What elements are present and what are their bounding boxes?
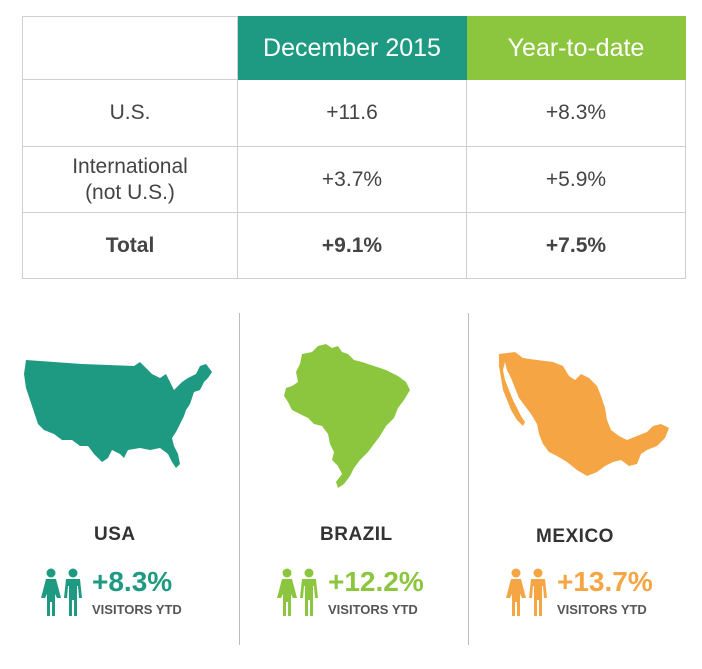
cell-international-ytd: +5.9% [466, 146, 686, 213]
visitors-people-icon [41, 568, 82, 616]
country-name-mexico: MEXICO [536, 526, 614, 547]
row-label-text: U.S. [109, 101, 151, 124]
row-label-us: U.S. [22, 79, 238, 147]
panel-divider [239, 313, 240, 645]
visitors-ytd-caption: VISITORS YTD [92, 602, 182, 617]
visitor-growth-table: December 2015 Year-to-date U.S. +11.6 +8… [22, 16, 686, 279]
visitors-people-icon [277, 568, 318, 616]
brazil-map-icon [284, 344, 410, 488]
row-label-text: International [72, 154, 188, 178]
mexico-map-icon [499, 352, 669, 476]
table-row: U.S. +11.6 +8.3% [22, 79, 686, 147]
visitors-ytd-caption: VISITORS YTD [328, 602, 418, 617]
header-year-to-date: Year-to-date [466, 16, 686, 80]
row-label-international: International (not U.S.) [22, 146, 238, 213]
visitor-percent-brazil: +12.2% [328, 566, 424, 597]
visitors-people-icon [506, 568, 547, 616]
cell-total-december: +9.1% [237, 212, 467, 279]
panel-divider [468, 313, 469, 645]
visitor-stat-mexico: +13.7% VISITORS YTD [505, 566, 697, 618]
usa-map-icon [24, 360, 212, 468]
cell-international-december: +3.7% [237, 146, 467, 213]
visitor-stat-usa: +8.3% VISITORS YTD [40, 566, 230, 618]
visitor-stat-brazil: +12.2% VISITORS YTD [276, 566, 466, 618]
row-label-subtext: (not U.S.) [85, 180, 175, 204]
country-panel-brazil: BRAZIL +12.2% VISITORS YTD [240, 320, 468, 650]
visitors-ytd-caption: VISITORS YTD [557, 602, 647, 617]
row-label-total: Total [22, 212, 238, 279]
row-label-text: Total [105, 233, 155, 257]
country-name-brazil: BRAZIL [320, 524, 393, 545]
header-corner [22, 16, 238, 80]
country-name-usa: USA [94, 524, 136, 545]
visitor-percent-mexico: +13.7% [557, 566, 653, 597]
header-december-2015: December 2015 [237, 16, 467, 80]
table-row: Total +9.1% +7.5% [22, 212, 686, 279]
table-header-row: December 2015 Year-to-date [22, 16, 686, 80]
table-row: International (not U.S.) +3.7% +5.9% [22, 146, 686, 213]
visitor-percent-usa: +8.3% [92, 566, 173, 597]
cell-total-ytd: +7.5% [466, 212, 686, 279]
country-panel-usa: USA +8.3% VISITORS YTD [0, 320, 239, 650]
country-panel-mexico: MEXICO +13.7% VISITORS YTD [469, 320, 702, 650]
cell-us-ytd: +8.3% [466, 79, 686, 147]
cell-us-december: +11.6 [237, 79, 467, 147]
